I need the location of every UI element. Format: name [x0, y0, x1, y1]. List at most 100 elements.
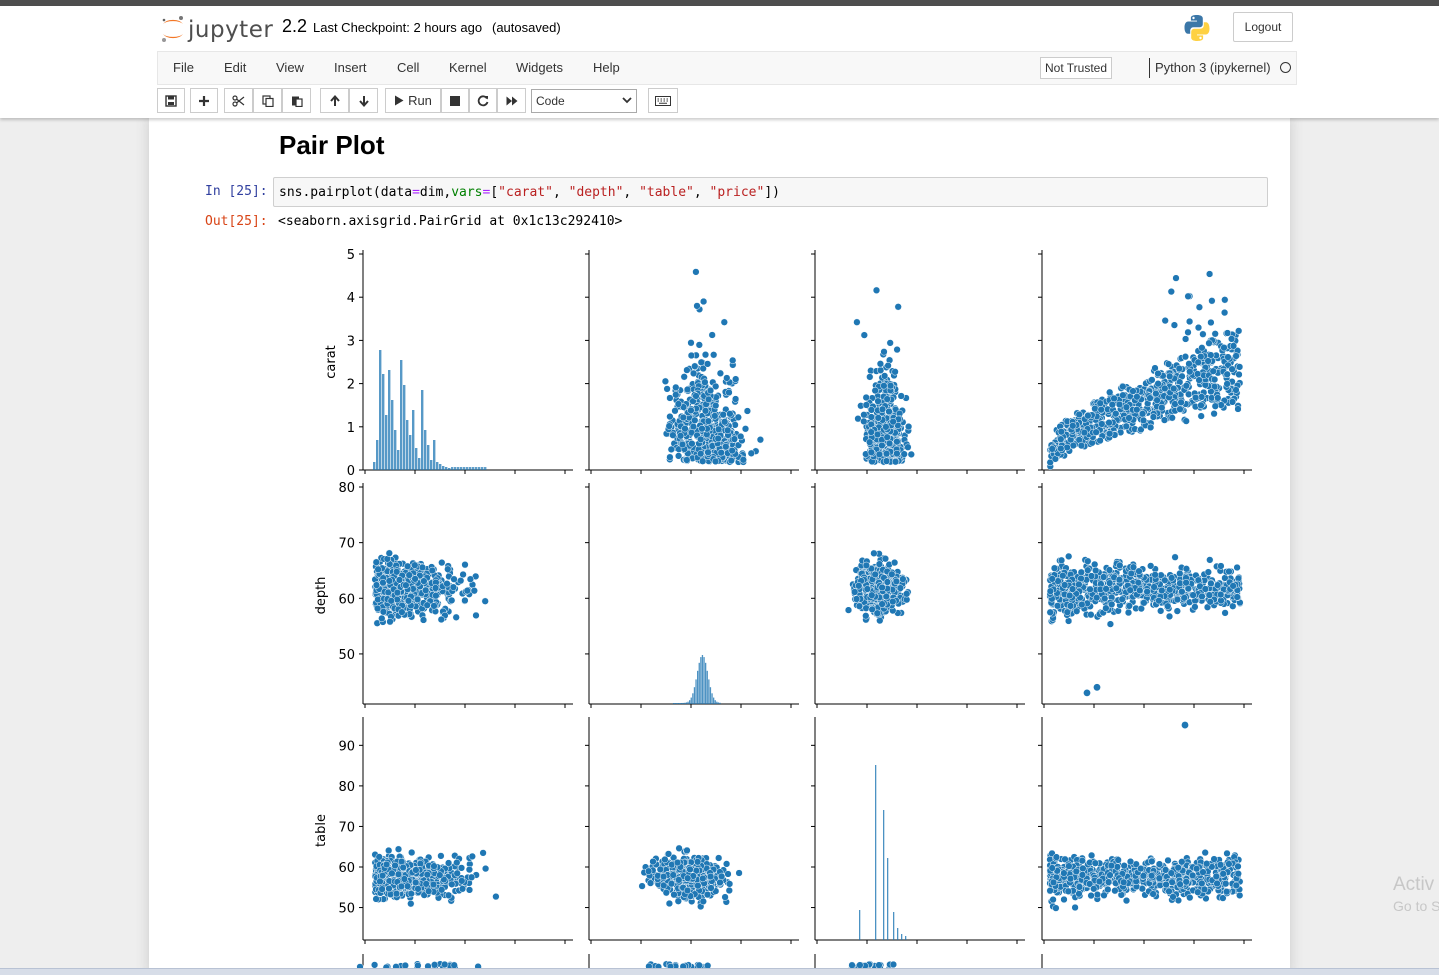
scatter-point [1057, 444, 1065, 453]
insert-cell-button[interactable] [190, 88, 218, 113]
y-tick-label: 50 [338, 902, 355, 917]
scatter-point [450, 575, 458, 583]
code-cell-editor[interactable]: sns.pairplot(data=dim,vars=["carat", "de… [273, 177, 1268, 207]
scatter-point [391, 861, 399, 870]
scatter-point [1223, 370, 1231, 378]
scatter-point [423, 871, 431, 879]
scatter-point [670, 891, 678, 899]
scatter-point [661, 377, 670, 385]
y-tick-label: 2 [347, 378, 355, 393]
scatter-point [1217, 590, 1225, 599]
scatter-point [1204, 568, 1212, 576]
scatter-point [896, 584, 905, 592]
scatter-point [444, 859, 453, 867]
scatter-point [1167, 287, 1175, 296]
scatter-point [423, 601, 431, 609]
scatter-point [874, 397, 882, 405]
hist-bar [463, 467, 466, 470]
menu-edit[interactable]: Edit [224, 60, 247, 75]
cut-button[interactable] [224, 88, 253, 113]
hist-bar [897, 928, 899, 940]
scatter-point [899, 575, 907, 583]
command-palette-button[interactable] [648, 88, 678, 113]
scatter-point [1160, 416, 1169, 424]
scatter-point [492, 892, 500, 901]
scatter-point [416, 860, 425, 868]
copy-button[interactable] [253, 88, 282, 113]
save-button[interactable] [157, 88, 185, 113]
interrupt-kernel-button[interactable] [441, 88, 469, 113]
scatter-point [878, 583, 886, 592]
scatter-point [1064, 617, 1073, 625]
scatter-point [1211, 330, 1219, 338]
menu-widgets[interactable]: Widgets [516, 60, 563, 75]
scatter-point [1091, 405, 1099, 413]
trust-indicator-button[interactable]: Not Trusted [1040, 57, 1113, 79]
scatter-point [885, 407, 893, 416]
kernel-name[interactable]: Python 3 (ipykernel) [1155, 60, 1271, 75]
scatter-point [1068, 585, 1077, 593]
scatter-point [1063, 443, 1071, 452]
scatter-point [878, 441, 886, 450]
scatter-point [468, 852, 476, 861]
scatter-table-depth [638, 844, 743, 911]
scatter-point [851, 588, 859, 596]
logout-button[interactable]: Logout [1233, 12, 1293, 42]
scatter-point [1185, 390, 1193, 398]
scatter-point [1206, 598, 1214, 606]
menu-file[interactable]: File [173, 60, 194, 75]
hist-bar [714, 700, 716, 704]
menu-cell[interactable]: Cell [397, 60, 420, 75]
move-up-button[interactable] [320, 88, 349, 113]
code-token: , [693, 185, 710, 200]
scatter-point [461, 561, 469, 569]
y-tick-label: 0 [347, 464, 355, 479]
restart-kernel-button[interactable] [469, 88, 497, 113]
run-button[interactable]: Run [385, 88, 441, 113]
scatter-point [1149, 413, 1158, 421]
restart-run-all-button[interactable] [497, 88, 526, 113]
y-tick-label: 60 [338, 592, 355, 607]
cell-type-select[interactable]: Code [531, 89, 637, 113]
hist-bar [466, 467, 469, 470]
scatter-point [860, 411, 868, 419]
scatter-point [430, 862, 438, 870]
scatter-point [885, 439, 894, 448]
hist-bar [382, 374, 385, 470]
scatter-point [404, 597, 413, 605]
scatter-point [722, 860, 731, 868]
scatter-point [1182, 417, 1190, 425]
scatter-point [1118, 595, 1126, 603]
menu-insert[interactable]: Insert [334, 60, 367, 75]
move-down-button[interactable] [349, 88, 378, 113]
scatter-point [699, 457, 707, 465]
jupyter-logo[interactable]: jupyter [160, 14, 273, 44]
code-token: ]) [764, 185, 780, 200]
scatter-point [711, 457, 720, 466]
scatter-point [1210, 410, 1218, 418]
menu-view[interactable]: View [276, 60, 304, 75]
scatter-point [1198, 344, 1206, 352]
scatter-point [437, 852, 445, 860]
scatter-point [704, 417, 713, 425]
paste-button[interactable] [282, 88, 311, 113]
scatter-point [414, 885, 422, 893]
scatter-point [741, 425, 750, 433]
scatter-point [891, 368, 899, 376]
scatter-point [1229, 582, 1237, 590]
hist-bar [901, 934, 903, 940]
paste-icon [291, 96, 303, 107]
scatter-point [903, 590, 911, 598]
scatter-point [675, 844, 683, 852]
scatter-point [382, 860, 391, 869]
scatter-point [1097, 406, 1105, 414]
output-text: <seaborn.axisgrid.PairGrid at 0x1c13c292… [278, 214, 623, 229]
pair-panel-2-0 [359, 717, 573, 944]
menu-kernel[interactable]: Kernel [449, 60, 487, 75]
menu-help[interactable]: Help [593, 60, 620, 75]
scatter-point [385, 884, 393, 893]
notebook-title[interactable]: 2.2 [282, 16, 308, 36]
scatter-point [1053, 602, 1062, 610]
scatter-point [1098, 420, 1106, 428]
